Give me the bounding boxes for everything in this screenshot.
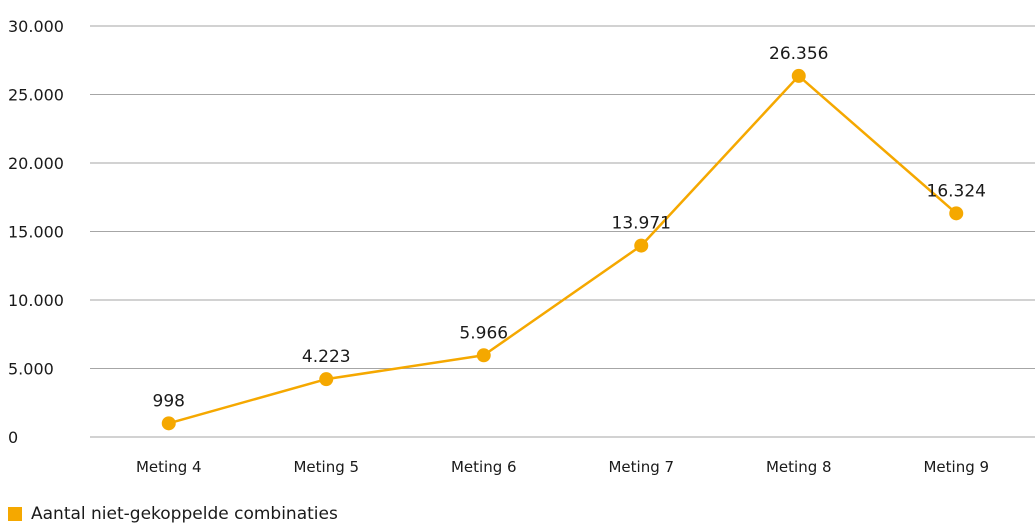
data-point bbox=[634, 238, 649, 253]
data-label: 998 bbox=[153, 391, 185, 411]
data-point bbox=[161, 416, 176, 431]
x-axis-tick-labels: Meting 4 Meting 5 Meting 6 Meting 7 Meting 8… bbox=[136, 458, 989, 476]
x-tick-label: Meting 6 bbox=[451, 458, 517, 476]
y-tick-label: 20.000 bbox=[8, 154, 64, 173]
data-label: 16.324 bbox=[927, 181, 986, 201]
x-tick-label: Meting 8 bbox=[766, 458, 832, 476]
data-point bbox=[476, 348, 491, 363]
y-tick-label: 5.000 bbox=[8, 360, 54, 379]
gridlines bbox=[90, 25, 1035, 438]
x-tick-label: Meting 7 bbox=[608, 458, 674, 476]
legend: Aantal niet-gekoppelde combinaties bbox=[8, 504, 338, 524]
y-tick-label: 25.000 bbox=[8, 86, 64, 105]
y-tick-label: 30.000 bbox=[8, 17, 64, 36]
y-tick-label: 15.000 bbox=[8, 223, 64, 242]
data-label: 4.223 bbox=[302, 347, 351, 367]
data-label: 13.971 bbox=[612, 214, 671, 234]
data-label: 5.966 bbox=[459, 323, 508, 343]
y-axis-tick-labels: 0 5.000 10.000 15.000 20.000 25.000 30.000 bbox=[8, 17, 64, 447]
series-line bbox=[168, 74, 958, 425]
legend-label: Aantal niet-gekoppelde combinaties bbox=[31, 504, 338, 524]
data-point bbox=[319, 372, 334, 387]
data-point bbox=[949, 206, 964, 221]
y-tick-label: 10.000 bbox=[8, 291, 64, 310]
data-label: 26.356 bbox=[769, 44, 828, 64]
x-tick-label: Meting 5 bbox=[293, 458, 359, 476]
series-line-group bbox=[161, 68, 964, 431]
x-tick-label: Meting 9 bbox=[923, 458, 989, 476]
y-tick-label: 0 bbox=[8, 428, 18, 447]
legend-swatch bbox=[8, 507, 22, 521]
data-point bbox=[791, 68, 806, 83]
data-labels: 998 4.223 5.966 13.971 26.356 16.324 bbox=[153, 44, 986, 411]
x-tick-label: Meting 4 bbox=[136, 458, 202, 476]
